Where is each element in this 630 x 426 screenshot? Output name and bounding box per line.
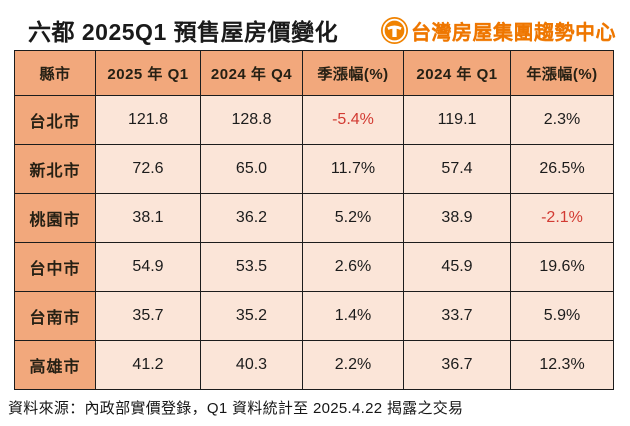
value-cell: 35.7 [95, 291, 201, 341]
column-header-yoy: 年漲幅(%) [510, 50, 614, 96]
value-cell: 36.7 [403, 340, 511, 390]
value-cell: 40.3 [200, 340, 303, 390]
value-cell: 11.7% [302, 144, 404, 194]
city-cell: 台南市 [14, 291, 96, 341]
value-cell: 1.4% [302, 291, 404, 341]
table-row: 高雄市 41.2 40.3 2.2% 36.7 12.3% [14, 340, 614, 390]
table-header-row: 縣市 2025 年 Q1 2024 年 Q4 季漲幅(%) 2024 年 Q1 … [14, 50, 614, 96]
value-cell: 121.8 [95, 95, 201, 145]
value-cell: 36.2 [200, 193, 303, 243]
page-title: 六都 2025Q1 預售屋房價變化 [28, 19, 339, 45]
value-cell: 2.3% [510, 95, 614, 145]
value-cell: 12.3% [510, 340, 614, 390]
table-row: 新北市 72.6 65.0 11.7% 57.4 26.5% [14, 144, 614, 194]
value-cell: 128.8 [200, 95, 303, 145]
value-cell: 57.4 [403, 144, 511, 194]
value-cell: 41.2 [95, 340, 201, 390]
value-cell: -2.1% [510, 193, 614, 243]
brand-logo: 台灣房屋集團趨勢中心 [381, 16, 616, 45]
value-cell: -5.4% [302, 95, 404, 145]
value-cell: 35.2 [200, 291, 303, 341]
t-circle-icon [381, 16, 408, 44]
value-cell: 2.6% [302, 242, 404, 292]
value-cell: 72.6 [95, 144, 201, 194]
brand-logo-text: 台灣房屋集團趨勢中心 [411, 21, 616, 44]
value-cell: 33.7 [403, 291, 511, 341]
table-row: 台南市 35.7 35.2 1.4% 33.7 5.9% [14, 291, 614, 341]
value-cell: 2.2% [302, 340, 404, 390]
city-cell: 台北市 [14, 95, 96, 145]
table-body: 台北市 121.8 128.8 -5.4% 119.1 2.3% 新北市 72.6 65.0 11… [14, 95, 614, 390]
table-row: 台中市 54.9 53.5 2.6% 45.9 19.6% [14, 242, 614, 292]
column-header-city: 縣市 [14, 50, 96, 96]
city-cell: 新北市 [14, 144, 96, 194]
city-cell: 桃園市 [14, 193, 96, 243]
value-cell: 38.9 [403, 193, 511, 243]
value-cell: 65.0 [200, 144, 303, 194]
city-cell: 台中市 [14, 242, 96, 292]
value-cell: 45.9 [403, 242, 511, 292]
source-note: 資料來源：內政部實價登錄，Q1 資料統計至 2025.4.22 揭露之交易 [8, 400, 464, 417]
city-cell: 高雄市 [14, 340, 96, 390]
value-cell: 26.5% [510, 144, 614, 194]
column-header-2024q1: 2024 年 Q1 [403, 50, 511, 96]
value-cell: 5.2% [302, 193, 404, 243]
column-header-2025q1: 2025 年 Q1 [95, 50, 201, 96]
value-cell: 5.9% [510, 291, 614, 341]
column-header-2024q4: 2024 年 Q4 [200, 50, 303, 96]
header-bar: 六都 2025Q1 預售屋房價變化 台灣房屋集團趨勢中心 [0, 0, 630, 50]
table-row: 台北市 121.8 128.8 -5.4% 119.1 2.3% [14, 95, 614, 145]
price-table: 縣市 2025 年 Q1 2024 年 Q4 季漲幅(%) 2024 年 Q1 … [14, 50, 614, 390]
value-cell: 19.6% [510, 242, 614, 292]
value-cell: 54.9 [95, 242, 201, 292]
value-cell: 119.1 [403, 95, 511, 145]
table-row: 桃園市 38.1 36.2 5.2% 38.9 -2.1% [14, 193, 614, 243]
column-header-qoq: 季漲幅(%) [302, 50, 404, 96]
value-cell: 38.1 [95, 193, 201, 243]
value-cell: 53.5 [200, 242, 303, 292]
